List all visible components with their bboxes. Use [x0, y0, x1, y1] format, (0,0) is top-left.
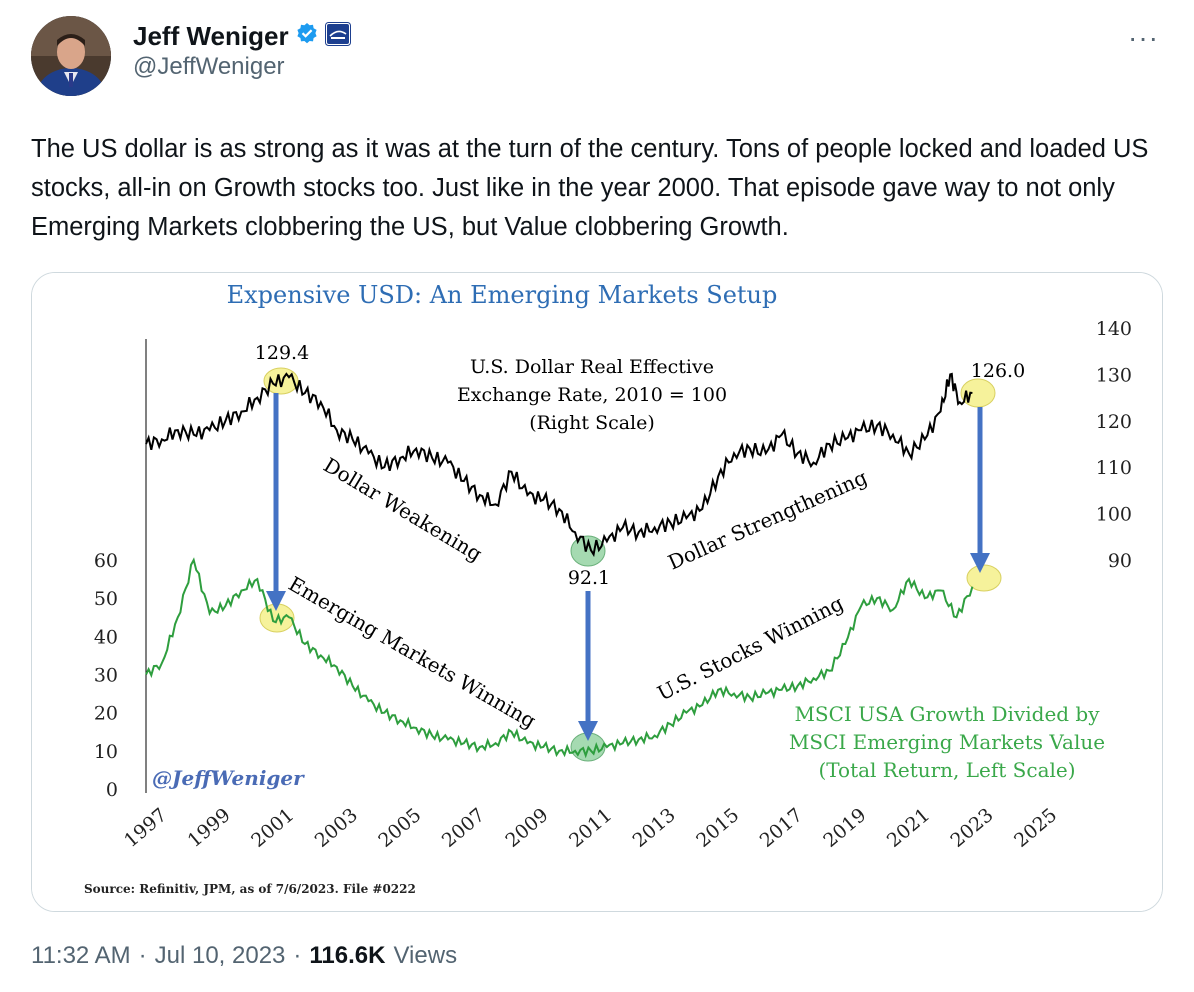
usd-label-line-1: U.S. Dollar Real Effective — [470, 356, 714, 378]
right-tick-label: 130 — [1096, 364, 1132, 386]
usd-series-label: U.S. Dollar Real Effective Exchange Rate… — [457, 356, 727, 434]
views-count: 116.6K — [309, 942, 386, 969]
right-tick-label: 120 — [1096, 411, 1132, 433]
series-lines — [145, 372, 974, 759]
left-tick-label: 50 — [94, 588, 118, 610]
right-tick-label: 100 — [1096, 504, 1132, 526]
highlight-usd-2001 — [263, 367, 299, 395]
chart-title: Expensive USD: An Emerging Markets Setup — [227, 281, 778, 309]
left-tick-label: 10 — [94, 741, 118, 763]
tweet-image-card[interactable]: Expensive USD: An Emerging Markets Setup… — [31, 272, 1163, 912]
left-tick-label: 60 — [94, 550, 118, 572]
label-trough-2011: 92.1 — [568, 567, 610, 589]
affiliation-badge-icon[interactable] — [324, 21, 351, 51]
more-options-icon[interactable]: ··· — [1128, 22, 1159, 53]
usd-label-line-2: Exchange Rate, 2010 = 100 — [457, 384, 727, 406]
msci-series-line — [145, 557, 974, 759]
msci-label-line-1: MSCI USA Growth Divided by — [794, 702, 1100, 726]
author-handle[interactable]: @JeffWeniger — [133, 53, 285, 80]
msci-label-line-3: (Total Return, Left Scale) — [818, 758, 1075, 782]
author-avatar[interactable] — [31, 16, 111, 96]
meta-separator: · — [138, 942, 147, 969]
left-tick-label: 0 — [106, 779, 118, 801]
left-axis: 60 50 40 30 20 10 0 — [94, 550, 118, 801]
usd-label-line-3: (Right Scale) — [529, 412, 655, 434]
watermark: @JeffWeniger — [152, 766, 305, 790]
avatar-image — [31, 16, 111, 96]
right-axis: 140 130 120 110 100 90 — [1096, 318, 1132, 572]
tweet-meta: 11:32 AM · Jul 10, 2023 · 116.6K Views — [31, 942, 457, 970]
usd-series-line — [145, 372, 973, 558]
author-name[interactable]: Jeff Weniger — [133, 20, 289, 51]
author-name-row: Jeff Weniger — [133, 20, 351, 52]
right-tick-label: 110 — [1096, 457, 1132, 479]
tweet-time[interactable]: 11:32 AM — [31, 942, 131, 969]
label-peak-2001: 129.4 — [255, 342, 309, 364]
left-tick-label: 20 — [94, 703, 118, 725]
tweet-text: The US dollar is as strong as it was at … — [31, 135, 1149, 241]
views-label: Views — [393, 942, 458, 969]
msci-label-line-2: MSCI Emerging Markets Value — [789, 730, 1105, 754]
right-tick-label: 90 — [1108, 550, 1132, 572]
label-peak-2023: 126.0 — [971, 360, 1025, 382]
meta-separator: · — [293, 942, 302, 969]
chart: Expensive USD: An Emerging Markets Setup… — [32, 273, 1162, 911]
msci-series-label: MSCI USA Growth Divided by MSCI Emerging… — [789, 702, 1105, 782]
verified-badge-icon[interactable] — [295, 22, 319, 51]
right-tick-label: 140 — [1096, 318, 1132, 340]
left-tick-label: 30 — [94, 665, 118, 687]
chart-source: Source: Refinitiv, JPM, as of 7/6/2023. … — [84, 882, 416, 896]
tweet-date[interactable]: Jul 10, 2023 — [154, 942, 286, 969]
left-tick-label: 40 — [94, 626, 118, 648]
